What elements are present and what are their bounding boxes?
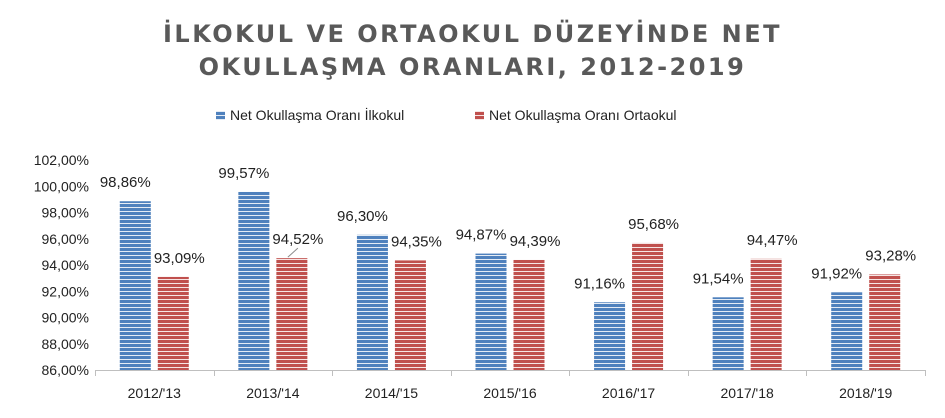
data-label-ilkokul-3: 96,30%: [337, 208, 388, 225]
bar-ortaokul-4: [513, 259, 545, 370]
y-tick-label: 92,00%: [42, 283, 89, 299]
bar-ortaokul-3: [394, 260, 426, 370]
data-label-ortaokul-5: 95,68%: [628, 216, 679, 233]
legend: Net Okullaşma Oranı İlkokul Net Okullaşma…: [216, 106, 677, 123]
data-label-ilkokul-4: 94,87%: [456, 227, 507, 244]
x-tick-label: 2016/'17: [602, 385, 655, 401]
data-label-ilkokul-7: 91,92%: [811, 265, 862, 282]
bar-ilkokul-4: [475, 253, 507, 370]
y-tick-label: 90,00%: [42, 310, 89, 326]
data-label-ortaokul-1: 93,09%: [154, 250, 205, 267]
y-tick-label: 88,00%: [42, 336, 89, 352]
x-axis: 2012/'13 2013/'14 2014/'15 2015/'16 2016/'17…: [95, 370, 926, 401]
data-label-ilkokul-5: 91,16%: [574, 275, 625, 292]
data-label-ilkokul-6: 91,54%: [693, 270, 744, 287]
data-label-ortaokul-2: 94,52%: [272, 231, 323, 248]
legend-label-2: Net Okullaşma Oranı Ortaokul: [489, 107, 677, 123]
bar-ortaokul-5: [632, 242, 664, 370]
x-tick-label: 2017/'18: [721, 385, 774, 401]
bars: [119, 191, 901, 370]
bar-ortaokul-6: [750, 258, 782, 370]
bar-ortaokul-1: [157, 276, 189, 370]
chart-title-line-1: İLKOKUL VE ORTAOKUL DÜZEYİNDE NET: [162, 20, 782, 48]
bar-ilkokul-2: [238, 191, 270, 370]
bar-ilkokul-6: [712, 297, 744, 370]
y-tick-label: 102,00%: [34, 152, 89, 168]
data-label-leader-line: [287, 247, 299, 258]
x-tick-label: 2013/'14: [246, 385, 299, 401]
y-tick-label: 98,00%: [42, 205, 89, 221]
chart-title: İLKOKUL VE ORTAOKUL DÜZEYİNDE NET OKULLA…: [0, 18, 945, 84]
bar-ilkokul-7: [831, 292, 863, 370]
y-tick-label: 100,00%: [34, 178, 89, 194]
data-label-ortaokul-3: 94,35%: [391, 233, 442, 250]
legend-label-1: Net Okullaşma Oranı İlkokul: [230, 106, 404, 123]
bar-ortaokul-7: [869, 274, 901, 370]
data-label-ortaokul-7: 93,28%: [865, 247, 916, 264]
bar-ilkokul-1: [119, 201, 151, 370]
x-tick-label: 2015/'16: [483, 385, 536, 401]
data-label-ilkokul-1: 98,86%: [100, 174, 151, 191]
bar-ilkokul-5: [594, 302, 626, 370]
data-label-ilkokul-2: 99,57%: [218, 165, 269, 182]
y-tick-label: 86,00%: [42, 362, 89, 378]
data-label-ortaokul-4: 94,39%: [510, 233, 561, 250]
legend-swatch-2: [475, 111, 484, 120]
x-tick-label: 2018/'19: [839, 385, 892, 401]
legend-swatch-1: [216, 111, 225, 120]
x-tick-label: 2012/'13: [128, 385, 181, 401]
y-tick-label: 96,00%: [42, 231, 89, 247]
y-axis: 86,00% 88,00% 90,00% 92,00% 94,00% 96,00% 98,0…: [34, 152, 89, 378]
chart-title-line-2: OKULLAŞMA ORANLARI, 2012-2019: [198, 53, 747, 81]
data-labels: 98,86% 93,09% 99,57% 94,52% 96,30%94,35% 94,8…: [100, 165, 916, 292]
data-label-ortaokul-6: 94,47%: [747, 232, 798, 249]
bar-ilkokul-3: [356, 234, 388, 370]
y-tick-label: 94,00%: [42, 257, 89, 273]
bar-ortaokul-2: [276, 258, 308, 370]
x-tick-label: 2014/'15: [365, 385, 418, 401]
